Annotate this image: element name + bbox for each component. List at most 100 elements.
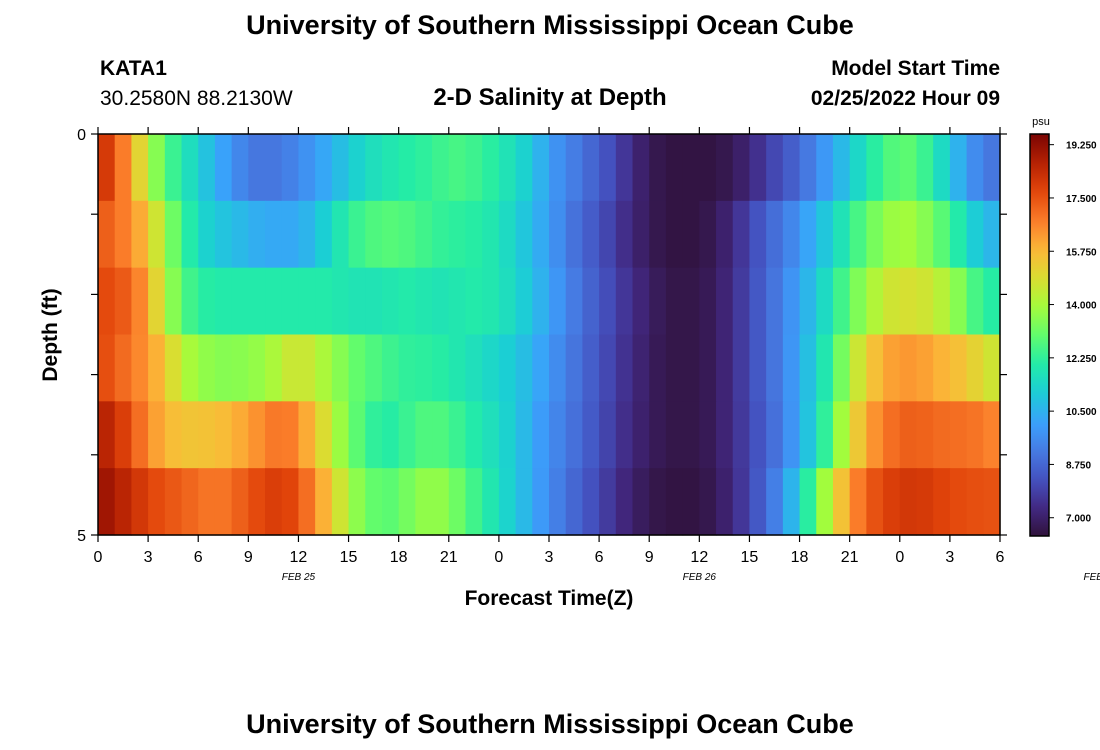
heatmap-cell — [532, 401, 550, 469]
heatmap-cell — [866, 134, 884, 202]
heatmap-cell — [381, 267, 400, 336]
heatmap-cell — [582, 401, 600, 469]
heatmap-cell — [298, 468, 316, 536]
heatmap-cell — [615, 134, 634, 202]
heatmap-cell — [599, 401, 617, 469]
heatmap-cell — [198, 401, 216, 469]
heatmap-cell — [482, 401, 500, 469]
heatmap-cell — [716, 334, 734, 402]
heatmap-cell — [114, 134, 132, 202]
heatmap-cell — [766, 200, 784, 269]
heatmap-cell — [181, 401, 199, 469]
heatmap-cell — [899, 401, 918, 469]
heatmap-cell — [665, 134, 684, 202]
heatmap-cell — [866, 267, 884, 336]
heatmap-cell — [849, 134, 867, 202]
heatmap-cell — [933, 334, 951, 402]
heatmap-cell — [415, 267, 433, 336]
x-tick-label: 3 — [945, 549, 954, 566]
heatmap-cell — [248, 468, 266, 536]
heatmap-cell — [315, 334, 333, 402]
heatmap-cell — [582, 267, 600, 336]
heatmap-cell — [549, 468, 567, 536]
heatmap-cell — [381, 134, 400, 202]
heatmap-cell — [515, 267, 533, 336]
x-axis: 0 3 6 9 12 15 18 21 0 3 6 9 12 15 18 21 0 3 6 — [94, 127, 1005, 566]
heatmap-cell — [164, 267, 183, 336]
x-tick-label: 9 — [244, 549, 253, 566]
heatmap-cell — [883, 267, 901, 336]
heatmap-cell — [181, 134, 199, 202]
x-tick-label: 0 — [895, 549, 904, 566]
heatmap-cell — [699, 267, 717, 336]
heatmap-cell — [231, 334, 249, 402]
footer-title: University of Southern Mississippi Ocean… — [246, 709, 854, 739]
heatmap-cell — [665, 401, 684, 469]
heatmap-cell — [816, 200, 834, 269]
heatmap-cell — [665, 468, 684, 536]
heatmap-cell — [565, 200, 583, 269]
heatmap-cell — [281, 468, 300, 536]
heatmap-cell — [365, 200, 383, 269]
heatmap-cell — [365, 468, 383, 536]
heatmap-cell — [432, 334, 450, 402]
heatmap-cell — [148, 134, 166, 202]
heatmap-cell — [949, 401, 968, 469]
heatmap-cell — [248, 267, 266, 336]
heatmap-cell — [98, 200, 116, 269]
heatmap-cell — [549, 334, 567, 402]
heatmap-cell — [398, 401, 416, 469]
heatmap-cell — [649, 334, 667, 402]
heatmap-cell — [482, 267, 500, 336]
heatmap-cell — [782, 334, 801, 402]
heatmap-cell — [599, 200, 617, 269]
heatmap-cell — [916, 134, 934, 202]
heatmap-cell — [899, 134, 918, 202]
heatmap-cell — [832, 200, 851, 269]
heatmap-cell — [114, 401, 132, 469]
heatmap-cell — [298, 267, 316, 336]
heatmap-cell — [465, 334, 483, 402]
heatmap-cell — [448, 468, 467, 536]
y-tick-label: 5 — [77, 528, 86, 545]
heatmap-cell — [565, 267, 583, 336]
heatmap-cell — [866, 468, 884, 536]
heatmap-cell — [649, 468, 667, 536]
heatmap-cell — [599, 468, 617, 536]
heatmap-cell — [214, 134, 233, 202]
heatmap-cell — [248, 134, 266, 202]
heatmap-cell — [198, 134, 216, 202]
heatmap-cell — [348, 334, 366, 402]
heatmap-cell — [181, 267, 199, 336]
heatmap-cell — [816, 334, 834, 402]
heatmap-cell — [649, 401, 667, 469]
heatmap-cell — [916, 334, 934, 402]
heatmap-cell — [448, 267, 467, 336]
heatmap-cell — [816, 401, 834, 469]
colorbar-tick-label: 8.750 — [1066, 460, 1091, 471]
heatmap-cell — [181, 468, 199, 536]
heatmap-cell — [966, 134, 984, 202]
colorbar-tick-label: 12.250 — [1066, 354, 1097, 365]
heatmap-cell — [415, 468, 433, 536]
heatmap-cell — [816, 134, 834, 202]
heatmap-cell — [866, 334, 884, 402]
heatmap-cell — [415, 134, 433, 202]
heatmap-cell — [365, 401, 383, 469]
heatmap-cell — [214, 334, 233, 402]
heatmap-cell — [331, 134, 350, 202]
heatmap-cell — [949, 468, 968, 536]
heatmap-cell — [315, 401, 333, 469]
heatmap-cell — [164, 468, 183, 536]
heatmap-cell — [348, 468, 366, 536]
heatmap-cell — [98, 334, 116, 402]
heatmap-cell — [816, 468, 834, 536]
x-tick-label: 15 — [340, 549, 358, 566]
date-label: FEB 26 — [683, 572, 717, 583]
heatmap-cell — [231, 134, 249, 202]
heatmap-cell — [716, 468, 734, 536]
heatmap-cell — [599, 334, 617, 402]
heatmap-cell — [432, 401, 450, 469]
heatmap-cell — [749, 468, 767, 536]
heatmap-cell — [198, 334, 216, 402]
